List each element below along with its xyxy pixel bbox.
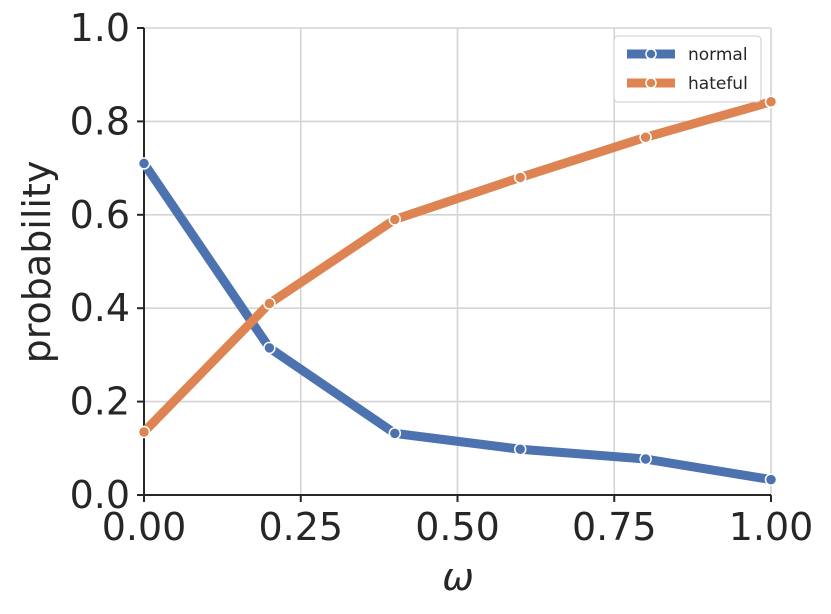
- legend-marker: [645, 48, 657, 60]
- y-tick-label: 1.0: [70, 6, 130, 50]
- legend: normal hateful: [613, 35, 762, 103]
- data-point-normal: [137, 157, 151, 170]
- series-line-normal: [140, 160, 772, 485]
- legend-label: hateful: [688, 74, 748, 94]
- x-tick-label: 0.50: [415, 505, 500, 549]
- y-tick-label: 0.6: [70, 193, 130, 237]
- x-axis-label: ω: [442, 555, 474, 599]
- data-point-hateful: [764, 95, 778, 109]
- data-point-normal: [388, 427, 402, 440]
- legend-label: normal: [688, 45, 748, 65]
- legend-marker: [645, 77, 657, 89]
- y-axis-label: probability: [15, 161, 59, 364]
- data-point-normal: [764, 473, 778, 486]
- x-tick-label: 1.00: [729, 505, 814, 549]
- data-point-hateful: [513, 171, 527, 184]
- y-tick-label: 0.2: [70, 380, 130, 424]
- series-normal: [137, 157, 778, 486]
- data-point-normal: [263, 341, 276, 355]
- legend-item-hateful: hateful: [627, 74, 748, 94]
- legend-item-normal: normal: [627, 45, 748, 65]
- x-tick-label: 0.00: [102, 505, 187, 549]
- x-tick-label: 0.25: [258, 505, 343, 549]
- data-point-hateful: [388, 213, 402, 226]
- ticks: 0.0 0.2 0.4 0.6 0.8 1.0 0.00 0.25 0.50 0.75 1.00: [70, 6, 814, 549]
- data-point-hateful: [639, 131, 652, 144]
- series-hateful: [137, 95, 778, 439]
- data-point-normal: [513, 442, 527, 456]
- x-tick-label: 0.75: [572, 505, 657, 549]
- data-point-hateful: [137, 425, 151, 439]
- data-point-hateful: [263, 297, 276, 310]
- y-tick-label: 0.0: [70, 473, 130, 517]
- data-point-normal: [639, 452, 652, 466]
- series-line-hateful: [140, 97, 773, 436]
- y-tick-label: 0.4: [70, 286, 130, 330]
- y-tick-label: 0.8: [70, 99, 130, 143]
- series-lines: [137, 95, 778, 486]
